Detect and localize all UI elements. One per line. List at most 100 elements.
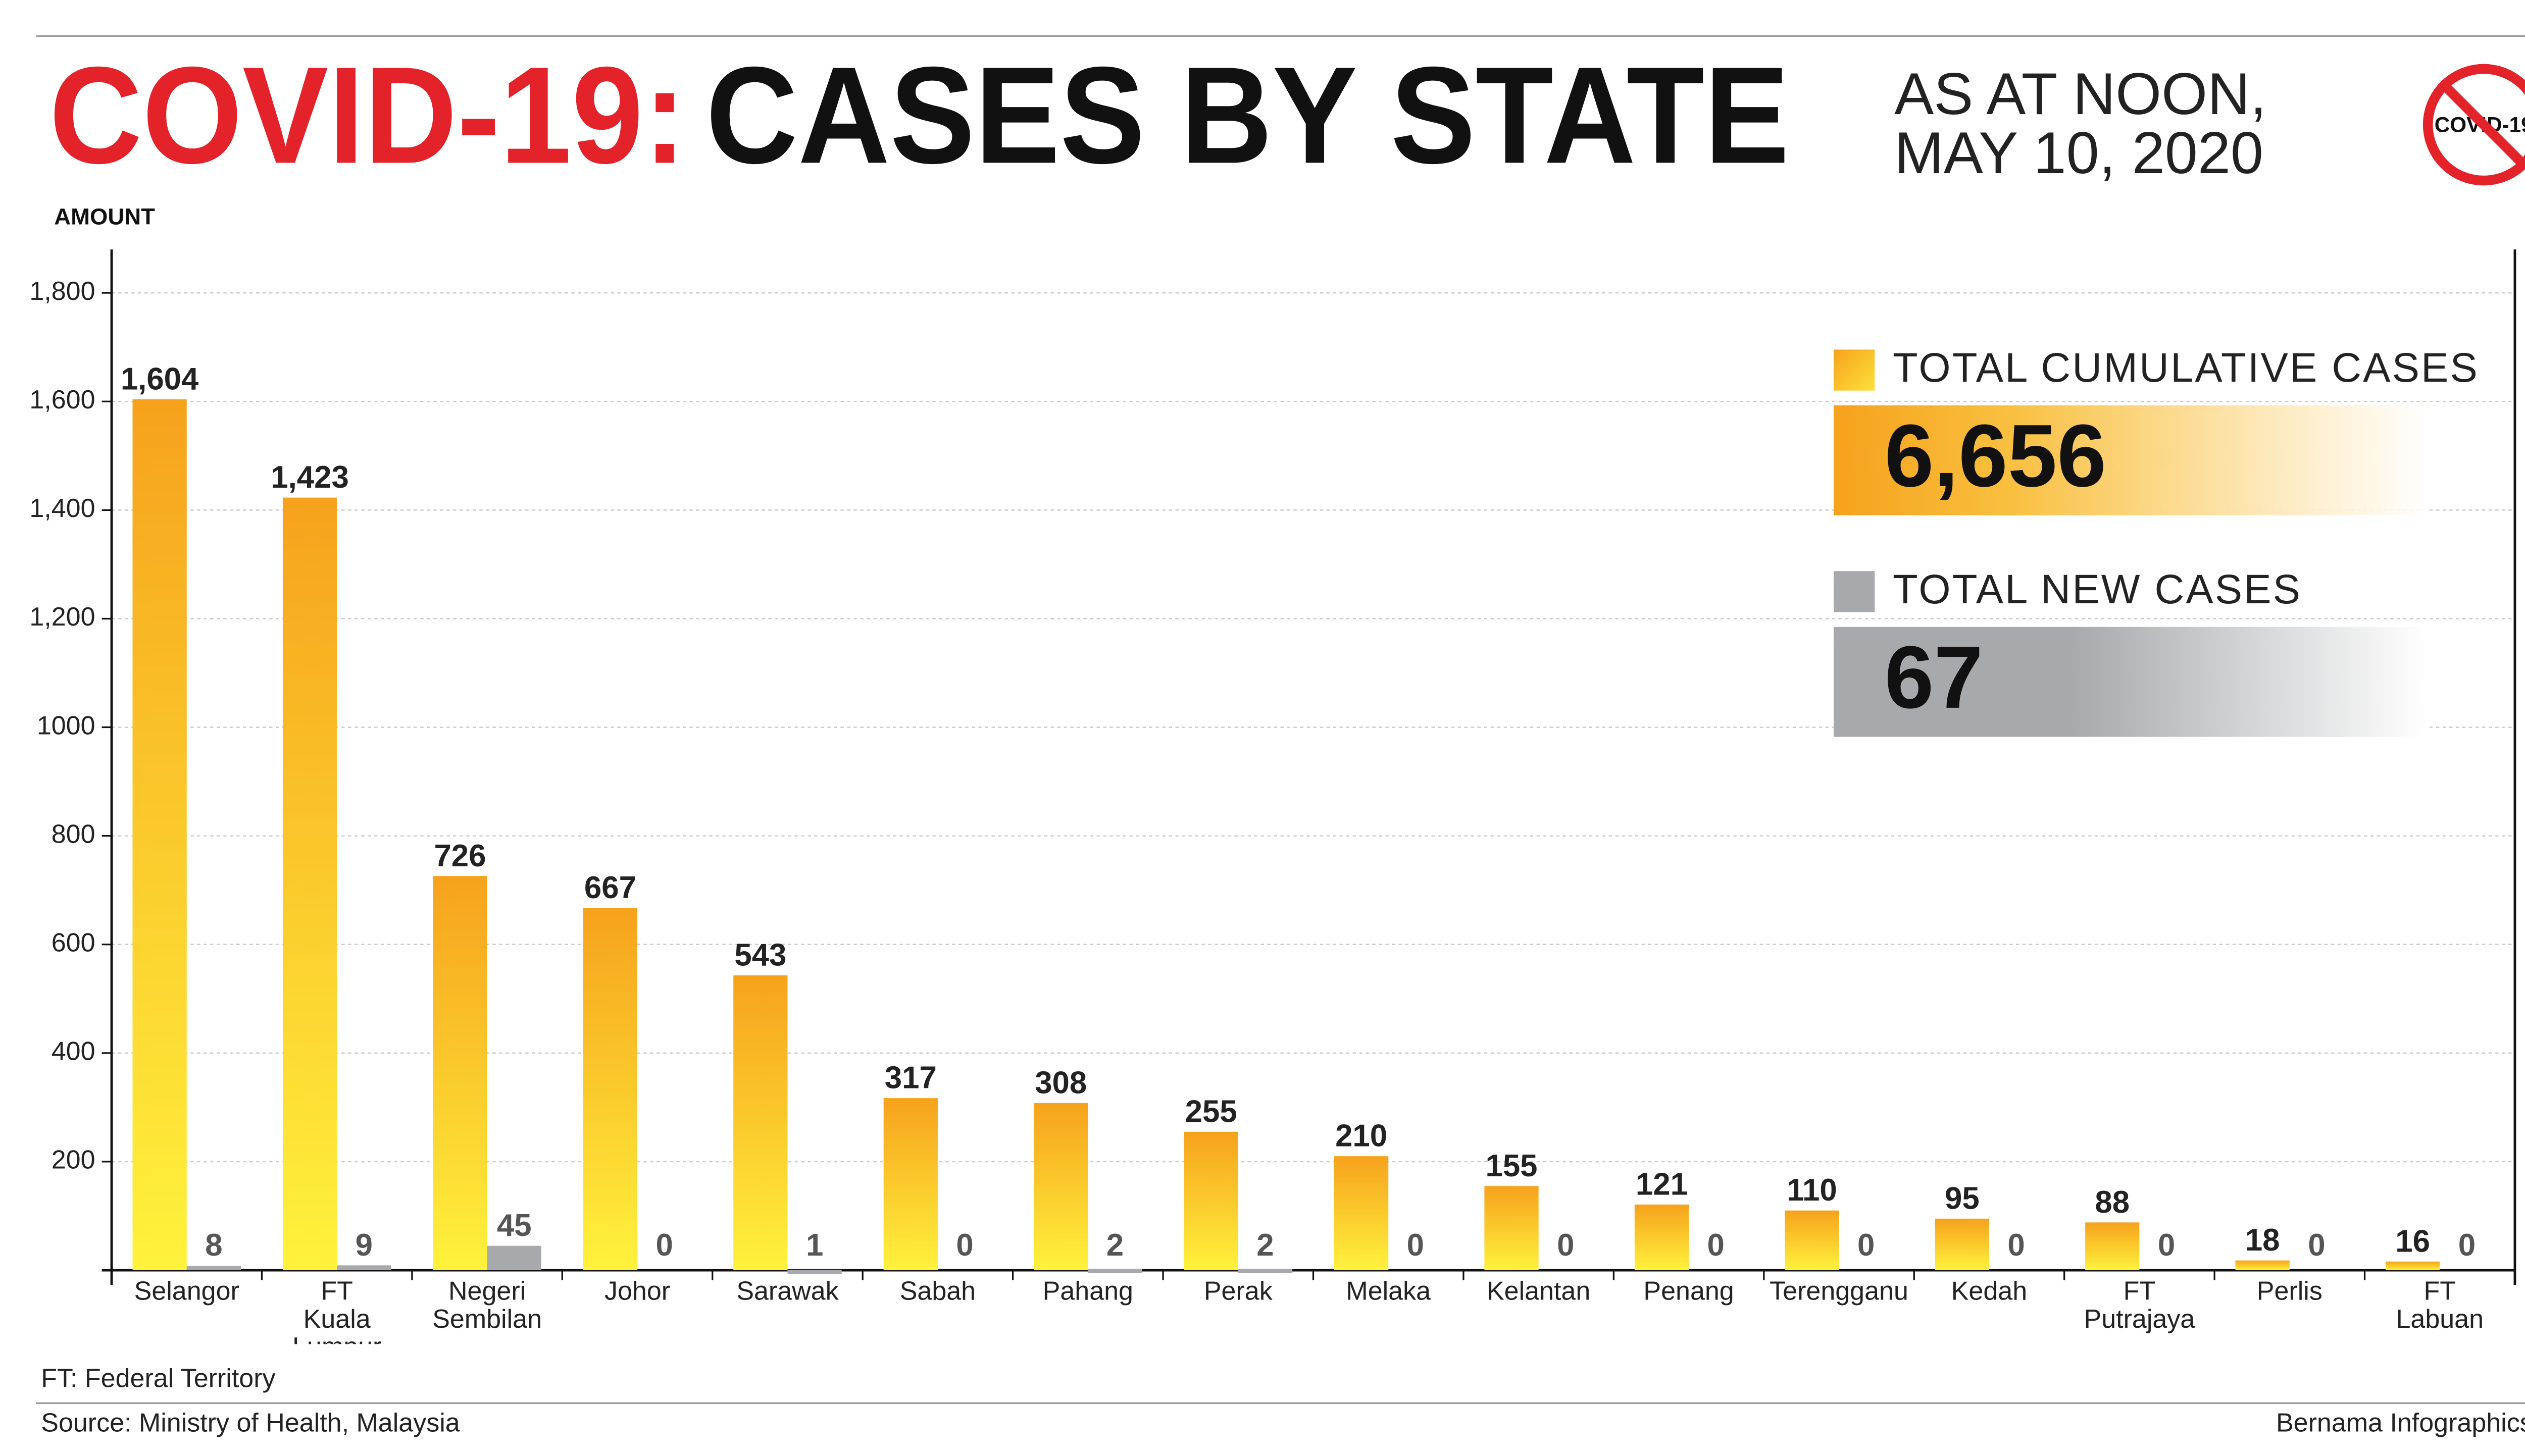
x-label-box: Pahang xyxy=(1042,1278,1134,1307)
value-label: 8 xyxy=(205,1228,222,1263)
credit: Bernama Infographics xyxy=(2276,1408,2525,1437)
x-label-box: Kedah xyxy=(1951,1278,2028,1307)
legend-swatch xyxy=(1833,349,1875,391)
x-tick-label: Selangor xyxy=(134,1278,239,1307)
x-tick-label: Penang xyxy=(1643,1278,1734,1307)
value-label: 0 xyxy=(1707,1228,1725,1263)
x-tick-label: FT Labuan xyxy=(2396,1278,2484,1334)
legend-swatch xyxy=(1833,571,1875,612)
x-label-box: Terengganu xyxy=(1770,1278,1908,1307)
total-box xyxy=(1833,627,2427,737)
value-label: 0 xyxy=(1407,1228,1424,1263)
x-label-box: Melaka xyxy=(1346,1278,1431,1307)
value-label: 726 xyxy=(434,839,486,873)
value-label: 45 xyxy=(497,1208,532,1243)
cumulative-bar xyxy=(2235,1260,2290,1271)
x-tick-label: Sabah xyxy=(899,1278,976,1307)
x-label-box: FT Putrajaya xyxy=(2084,1278,2195,1334)
x-tick-label: Negeri Sembilan xyxy=(432,1278,542,1334)
total-value: 67 xyxy=(1885,628,1983,727)
cumulative-bar xyxy=(1785,1210,1839,1271)
cumulative-bar xyxy=(583,908,638,1271)
x-label-box: FT Labuan xyxy=(2396,1278,2484,1334)
x-label-box: Selangor xyxy=(134,1278,239,1307)
value-label: 1,423 xyxy=(271,460,349,495)
source: Source: Ministry of Health, Malaysia xyxy=(41,1408,460,1437)
value-label: 308 xyxy=(1035,1065,1087,1100)
value-label: 1 xyxy=(806,1228,823,1263)
value-label: 0 xyxy=(1857,1228,1875,1263)
x-label-box: FT Kuala Lumpur xyxy=(292,1278,381,1344)
value-label: 0 xyxy=(2158,1228,2175,1263)
value-label: 0 xyxy=(2308,1228,2325,1263)
badge-icon: COVID-19 xyxy=(2422,64,2525,186)
y-tick-label: 1000 xyxy=(37,711,95,740)
cumulative-bar xyxy=(883,1098,938,1271)
date-line: MAY 10, 2020 xyxy=(1894,120,2263,186)
cumulative-bar xyxy=(132,399,187,1271)
cumulative-bar xyxy=(282,497,337,1271)
value-label: 0 xyxy=(2007,1228,2025,1263)
plot-area: 20040060080010001,2001,4001,6001,800Sela… xyxy=(29,277,2516,1344)
value-label: 88 xyxy=(2095,1185,2130,1220)
x-tick-label: Perak xyxy=(1203,1278,1273,1307)
date-line: AS AT NOON, xyxy=(1894,61,2266,127)
value-label: 95 xyxy=(1945,1181,1980,1216)
y-tick-label: 1,400 xyxy=(29,494,95,523)
cumulative-bar xyxy=(433,876,487,1271)
y-tick-label: 1,200 xyxy=(29,602,95,632)
total-value: 6,656 xyxy=(1885,406,2106,505)
x-tick-label: FT Putrajaya xyxy=(2084,1278,2195,1334)
x-label-box: Perak xyxy=(1203,1278,1273,1307)
cumulative-bar xyxy=(1034,1103,1088,1271)
value-label: 667 xyxy=(584,870,636,905)
x-tick-label: Terengganu xyxy=(1770,1278,1908,1307)
x-tick-label: FT Kuala Lumpur xyxy=(292,1278,381,1344)
x-label-box: Kelantan xyxy=(1487,1278,1590,1306)
y-axis-label: AMOUNT xyxy=(54,203,155,229)
x-tick-label: Melaka xyxy=(1346,1278,1431,1307)
cumulative-bar xyxy=(1935,1218,1989,1271)
cumulative-bar xyxy=(1484,1186,1539,1271)
title-highlight: COVID-19: xyxy=(49,38,686,192)
x-label-box: Sarawak xyxy=(736,1278,838,1306)
legend-label: TOTAL NEW CASES xyxy=(1893,566,2302,612)
x-label-box: Sabah xyxy=(899,1278,976,1307)
cumulative-bar xyxy=(733,975,788,1271)
x-tick-label: Johor xyxy=(604,1278,671,1307)
value-label: 543 xyxy=(734,938,786,973)
y-tick-label: 800 xyxy=(52,819,95,849)
new-bar xyxy=(487,1245,541,1271)
y-tick-label: 1,800 xyxy=(29,277,95,306)
x-label-box: Penang xyxy=(1643,1278,1734,1307)
legend-label: TOTAL CUMULATIVE CASES xyxy=(1893,345,2479,391)
value-label: 317 xyxy=(885,1061,937,1096)
cumulative-bar xyxy=(1334,1156,1389,1271)
cumulative-bar xyxy=(1184,1131,1238,1271)
value-label: 2 xyxy=(1256,1228,1274,1263)
value-label: 110 xyxy=(1787,1173,1837,1208)
x-tick-label: Perlis xyxy=(2256,1278,2322,1307)
x-label-box: Negeri Sembilan xyxy=(432,1278,542,1334)
value-label: 1,604 xyxy=(121,362,199,397)
x-tick-label: Pahang xyxy=(1042,1278,1134,1307)
value-label: 0 xyxy=(2458,1228,2476,1263)
total-box xyxy=(1833,405,2427,515)
new-bar xyxy=(186,1266,241,1271)
new-bar xyxy=(337,1265,391,1271)
value-label: 0 xyxy=(656,1228,673,1263)
value-label: 16 xyxy=(2395,1224,2430,1259)
value-label: 155 xyxy=(1486,1149,1538,1183)
value-label: 210 xyxy=(1335,1119,1387,1154)
value-label: 18 xyxy=(2245,1223,2280,1258)
chart-title: CASES BY STATE xyxy=(706,38,1789,192)
value-label: 2 xyxy=(1106,1228,1124,1263)
x-label-box: Johor xyxy=(604,1278,671,1307)
value-label: 0 xyxy=(956,1228,973,1263)
cumulative-bar xyxy=(1634,1204,1689,1271)
x-tick-label: Kedah xyxy=(1951,1278,2028,1307)
footnote: FT: Federal Territory xyxy=(41,1364,275,1393)
value-label: 255 xyxy=(1185,1094,1237,1129)
